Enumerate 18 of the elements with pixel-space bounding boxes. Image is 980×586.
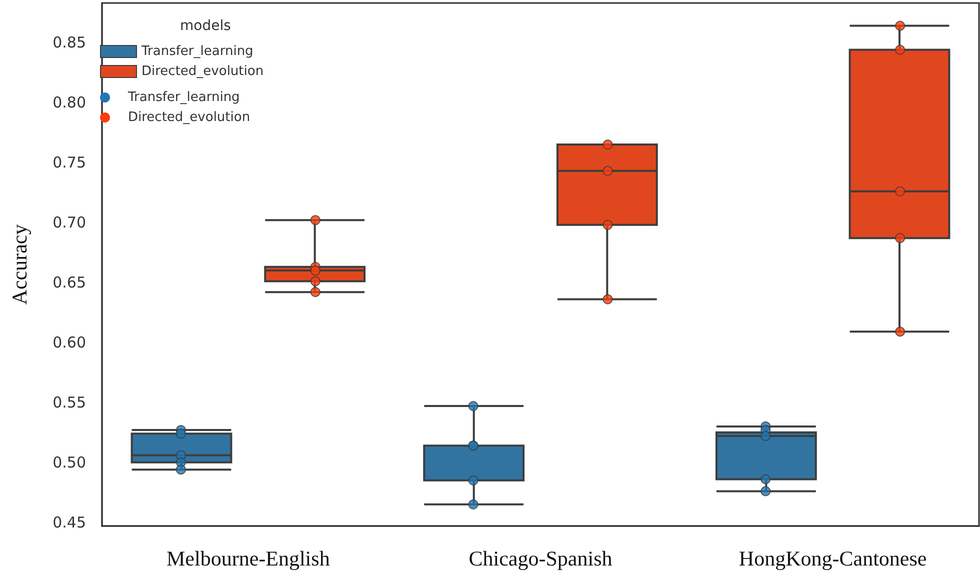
x-tick-label: HongKong-Cantonese [738, 546, 927, 570]
y-tick-label: 0.80 [52, 94, 86, 112]
y-tick-label: 0.65 [52, 273, 86, 292]
legend-label: Transfer_learning [140, 44, 254, 59]
legend-label: Directed_evolution [142, 64, 264, 79]
x-tick-label: Chicago-Spanish [468, 546, 613, 570]
y-tick-label: 0.45 [52, 513, 86, 532]
legend-title: models [180, 18, 231, 34]
y-tick-label: 0.70 [52, 214, 86, 232]
y-tick-label: 0.50 [52, 453, 86, 472]
y-axis-title: Accuracy [8, 224, 32, 305]
legend-label: Transfer_learning [127, 90, 240, 105]
y-tick-label: 0.85 [52, 34, 86, 52]
y-tick-label: 0.75 [52, 154, 86, 172]
legend-label: Directed_evolution [128, 110, 250, 125]
y-tick-label: 0.55 [52, 393, 86, 412]
x-tick-label: Melbourne-English [166, 546, 330, 570]
y-tick-label: 0.60 [52, 333, 86, 352]
